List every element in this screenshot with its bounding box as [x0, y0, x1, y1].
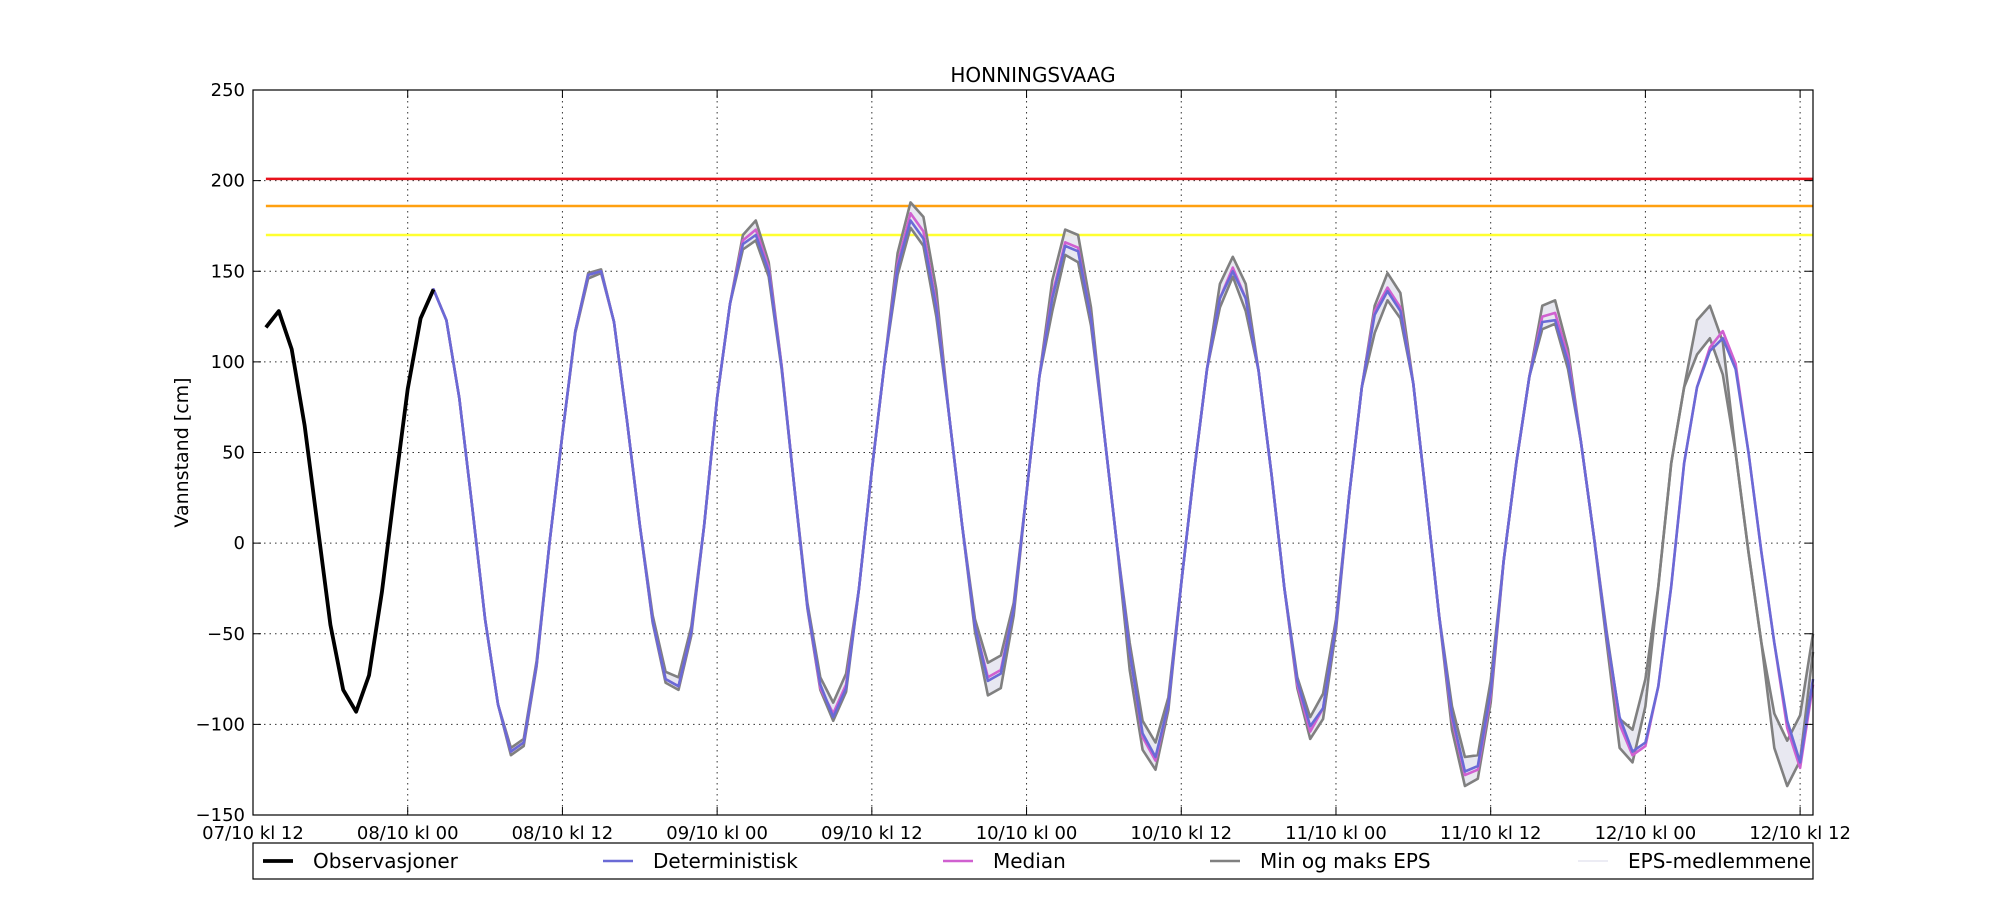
y-tick-label: 150 — [211, 261, 245, 282]
y-axis-label: Vannstand [cm] — [171, 377, 193, 527]
legend-label: Deterministisk — [653, 849, 798, 873]
series-lines — [264, 201, 1815, 788]
median-line — [419, 212, 1815, 777]
x-tick-label: 11/10 kl 00 — [1285, 823, 1387, 844]
y-tick-label: 200 — [211, 171, 245, 192]
x-tick-label: 08/10 kl 00 — [357, 823, 459, 844]
eps-members-band — [420, 202, 1814, 786]
x-tick-label: 08/10 kl 12 — [512, 823, 614, 844]
y-tick-label: −100 — [196, 714, 245, 735]
legend-label: Median — [993, 849, 1066, 873]
y-ticks: −150 −100 −50 0 50 100 150 200 250 — [196, 80, 1813, 826]
deterministic-line — [419, 219, 1815, 773]
x-tick-label: 09/10 kl 12 — [821, 823, 923, 844]
x-tick-label: 10/10 kl 12 — [1130, 823, 1232, 844]
y-tick-label: −150 — [196, 805, 245, 826]
y-tick-label: 250 — [211, 80, 245, 101]
legend-box — [252, 842, 1814, 880]
x-ticks: 07/10 kl 12 08/10 kl 00 08/10 kl 12 09/10 k… — [202, 90, 1851, 844]
x-tick-label: 09/10 kl 00 — [666, 823, 768, 844]
legend: Observasjoner Deterministisk Median Min og … — [252, 842, 1814, 880]
x-tick-label: 12/10 kl 00 — [1595, 823, 1697, 844]
x-tick-label: 12/10 kl 12 — [1749, 823, 1851, 844]
legend-label: EPS-medlemmene — [1628, 849, 1811, 873]
y-tick-label: 100 — [211, 352, 245, 373]
y-tick-label: −50 — [207, 624, 245, 645]
x-tick-label: 11/10 kl 12 — [1440, 823, 1542, 844]
y-tick-label: 0 — [234, 533, 245, 554]
eps-max-line — [419, 201, 1815, 759]
threshold-lines — [265, 177, 1813, 237]
eps-min-line — [419, 226, 1815, 788]
y-tick-label: 50 — [222, 443, 245, 464]
grid — [252, 89, 1813, 816]
x-tick-label: 07/10 kl 12 — [202, 823, 304, 844]
legend-label: Min og maks EPS — [1260, 849, 1431, 873]
observations-line — [264, 288, 436, 714]
legend-label: Observasjoner — [313, 849, 459, 873]
chart-title: HONNINGSVAAG — [950, 63, 1115, 87]
x-tick-label: 10/10 kl 00 — [976, 823, 1078, 844]
eps-band — [420, 202, 1814, 786]
